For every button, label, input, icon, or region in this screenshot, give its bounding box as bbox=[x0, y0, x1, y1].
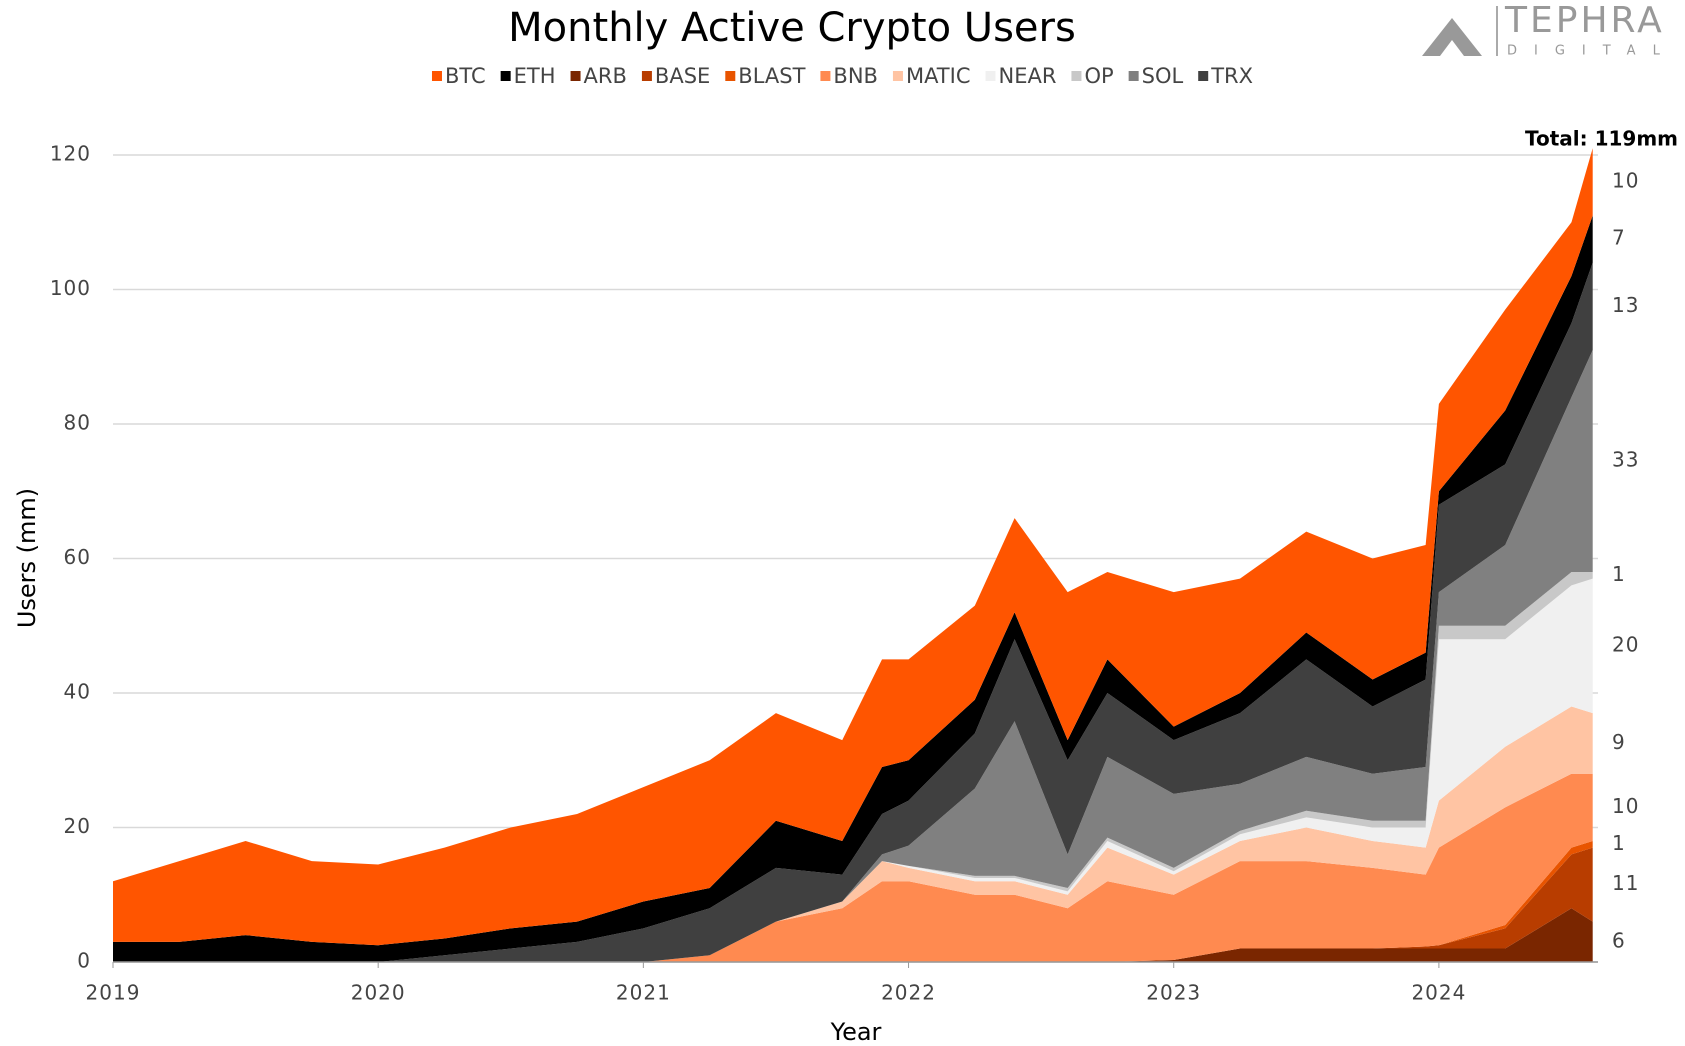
legend-label: BLAST bbox=[738, 64, 805, 88]
x-axis-label: Year bbox=[830, 1018, 882, 1046]
end-label: 33 bbox=[1612, 447, 1639, 471]
legend-label: BTC bbox=[445, 64, 486, 88]
y-tick-label: 120 bbox=[50, 142, 91, 166]
legend-label: BASE bbox=[655, 64, 710, 88]
areas bbox=[113, 148, 1593, 963]
legend-label: ETH bbox=[514, 64, 556, 88]
legend-swatch bbox=[985, 71, 996, 81]
end-label: 6 bbox=[1612, 928, 1626, 952]
logo: TEPHRA DIGITAL bbox=[1422, 0, 1677, 59]
y-axis-label: Users (mm) bbox=[13, 488, 41, 628]
legend-item: MATIC bbox=[892, 64, 971, 88]
legend-item: BTC bbox=[431, 64, 486, 88]
end-label: 13 bbox=[1612, 293, 1639, 317]
legend-item: SOL bbox=[1128, 64, 1184, 88]
x-tick-label: 2023 bbox=[1146, 981, 1201, 1005]
legend-label: MATIC bbox=[906, 64, 971, 88]
legend-swatch bbox=[641, 71, 652, 81]
y-tick-label: 80 bbox=[64, 411, 91, 435]
legend: BTC ETH ARB BASE BLAST BNB MATIC NEAR OP SOL TRX bbox=[431, 64, 1253, 88]
x-tick-label: 2022 bbox=[881, 981, 936, 1005]
legend-item: TRX bbox=[1198, 64, 1253, 88]
logo-icon-inner bbox=[1440, 40, 1464, 56]
legend-item: NEAR bbox=[985, 64, 1057, 88]
legend-label: NEAR bbox=[999, 64, 1057, 88]
legend-swatch bbox=[1071, 71, 1082, 81]
legend-swatch bbox=[725, 71, 736, 81]
end-label: 1 bbox=[1612, 562, 1626, 586]
end-label: 7 bbox=[1612, 226, 1626, 250]
end-label: 10 bbox=[1612, 168, 1639, 192]
x-tick-label: 2019 bbox=[86, 981, 141, 1005]
legend-swatch bbox=[1128, 71, 1139, 81]
y-tick-label: 20 bbox=[64, 814, 91, 838]
legend-item: BNB bbox=[820, 64, 878, 88]
end-label: 11 bbox=[1612, 871, 1639, 895]
y-tick-label: 60 bbox=[64, 545, 91, 569]
area bbox=[113, 350, 1593, 962]
x-tick-label: 2024 bbox=[1411, 981, 1466, 1005]
legend-swatch bbox=[570, 71, 581, 81]
end-label: 10 bbox=[1612, 794, 1639, 818]
y-tick-label: 0 bbox=[77, 949, 91, 973]
legend-label: TRX bbox=[1210, 64, 1253, 88]
total-annotation: Total: 119mm bbox=[1525, 127, 1678, 151]
area bbox=[113, 773, 1593, 962]
legend-label: ARB bbox=[584, 64, 627, 88]
legend-item: OP bbox=[1071, 64, 1114, 88]
logo-sub: DIGITAL bbox=[1507, 44, 1677, 59]
legend-item: BASE bbox=[641, 64, 710, 88]
legend-swatch bbox=[1198, 71, 1209, 81]
area bbox=[113, 148, 1593, 946]
legend-item: ARB bbox=[570, 64, 627, 88]
x-tick-label: 2020 bbox=[351, 981, 406, 1005]
y-tick-label: 40 bbox=[64, 680, 91, 704]
legend-item: BLAST bbox=[725, 64, 806, 88]
legend-swatch bbox=[820, 71, 831, 81]
end-label: 9 bbox=[1612, 730, 1626, 754]
logo-icon bbox=[1422, 18, 1482, 56]
legend-swatch bbox=[892, 71, 903, 81]
legend-label: SOL bbox=[1142, 64, 1184, 88]
legend-label: BNB bbox=[833, 64, 878, 88]
area bbox=[113, 908, 1593, 962]
legend-label: OP bbox=[1084, 64, 1113, 88]
legend-swatch bbox=[431, 71, 442, 81]
legend-swatch bbox=[500, 71, 511, 81]
end-label: 20 bbox=[1612, 632, 1639, 656]
end-label: 1 bbox=[1612, 831, 1626, 855]
x-tick-label: 2021 bbox=[616, 981, 671, 1005]
legend-item: ETH bbox=[500, 64, 556, 88]
logo-name: TEPHRA bbox=[1504, 0, 1665, 41]
y-tick-label: 100 bbox=[50, 276, 91, 300]
chart-title: Monthly Active Crypto Users bbox=[508, 5, 1076, 51]
area bbox=[113, 706, 1593, 962]
